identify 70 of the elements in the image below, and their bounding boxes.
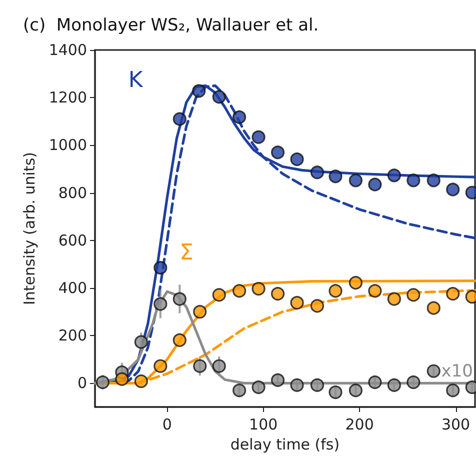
point bbox=[310, 299, 324, 313]
x-tick-label: 300 bbox=[441, 416, 470, 434]
point bbox=[446, 384, 460, 398]
point bbox=[154, 260, 168, 275]
point bbox=[232, 110, 246, 124]
point bbox=[212, 288, 226, 302]
point bbox=[406, 375, 420, 390]
point bbox=[446, 182, 460, 196]
y-tick-label: 1000 bbox=[48, 136, 87, 154]
point bbox=[252, 282, 266, 296]
point bbox=[115, 372, 129, 386]
point bbox=[290, 378, 304, 392]
y-tick-label: 800 bbox=[58, 184, 87, 202]
point bbox=[193, 359, 207, 373]
point bbox=[154, 297, 168, 311]
point bbox=[172, 292, 186, 306]
y-tick-label: 1200 bbox=[48, 88, 87, 107]
point bbox=[387, 378, 401, 392]
point bbox=[252, 130, 266, 144]
point bbox=[387, 292, 401, 306]
point bbox=[290, 152, 304, 166]
point bbox=[134, 335, 148, 349]
point bbox=[328, 284, 342, 298]
point bbox=[348, 276, 363, 290]
point bbox=[232, 284, 246, 298]
point bbox=[368, 178, 382, 192]
y-tick-label: 1400 bbox=[48, 41, 87, 59]
point bbox=[96, 375, 110, 390]
point bbox=[232, 384, 246, 398]
annotation: x10 bbox=[441, 362, 474, 382]
point bbox=[310, 378, 324, 392]
text: K bbox=[128, 68, 144, 94]
point bbox=[252, 380, 266, 394]
x-axis-title: delay time (fs) bbox=[230, 436, 340, 454]
point bbox=[426, 301, 440, 315]
point bbox=[426, 364, 440, 378]
y-tick-label: 200 bbox=[58, 326, 87, 345]
point bbox=[406, 288, 420, 302]
point bbox=[368, 284, 382, 298]
point bbox=[446, 286, 460, 301]
point bbox=[368, 375, 382, 390]
point bbox=[270, 373, 285, 387]
series-label: Σ bbox=[179, 240, 194, 266]
point bbox=[212, 359, 226, 373]
point bbox=[387, 168, 401, 182]
x-tick-label: 200 bbox=[345, 416, 374, 434]
chart-title: (c) Monolayer WS₂, Wallauer et al. bbox=[23, 16, 319, 36]
y-tick-label: 400 bbox=[58, 279, 87, 297]
point bbox=[348, 174, 363, 188]
point bbox=[212, 90, 226, 104]
point bbox=[328, 170, 342, 184]
point bbox=[406, 174, 420, 188]
y-tick-label: 600 bbox=[58, 231, 87, 250]
y-axis-title: Intensity (arb. units) bbox=[20, 152, 38, 306]
point bbox=[426, 174, 440, 188]
point bbox=[310, 166, 324, 180]
x-tick-label: 100 bbox=[249, 416, 278, 434]
point bbox=[172, 333, 186, 347]
point bbox=[328, 385, 342, 400]
x-tick-label: 0 bbox=[162, 416, 172, 434]
point bbox=[290, 296, 304, 310]
point bbox=[154, 359, 168, 373]
y-tick-label: 0 bbox=[77, 374, 87, 392]
point bbox=[192, 84, 206, 98]
point bbox=[270, 146, 285, 160]
point bbox=[172, 112, 186, 126]
point bbox=[134, 374, 148, 388]
point bbox=[193, 305, 207, 319]
point bbox=[348, 384, 363, 398]
point bbox=[270, 286, 285, 301]
